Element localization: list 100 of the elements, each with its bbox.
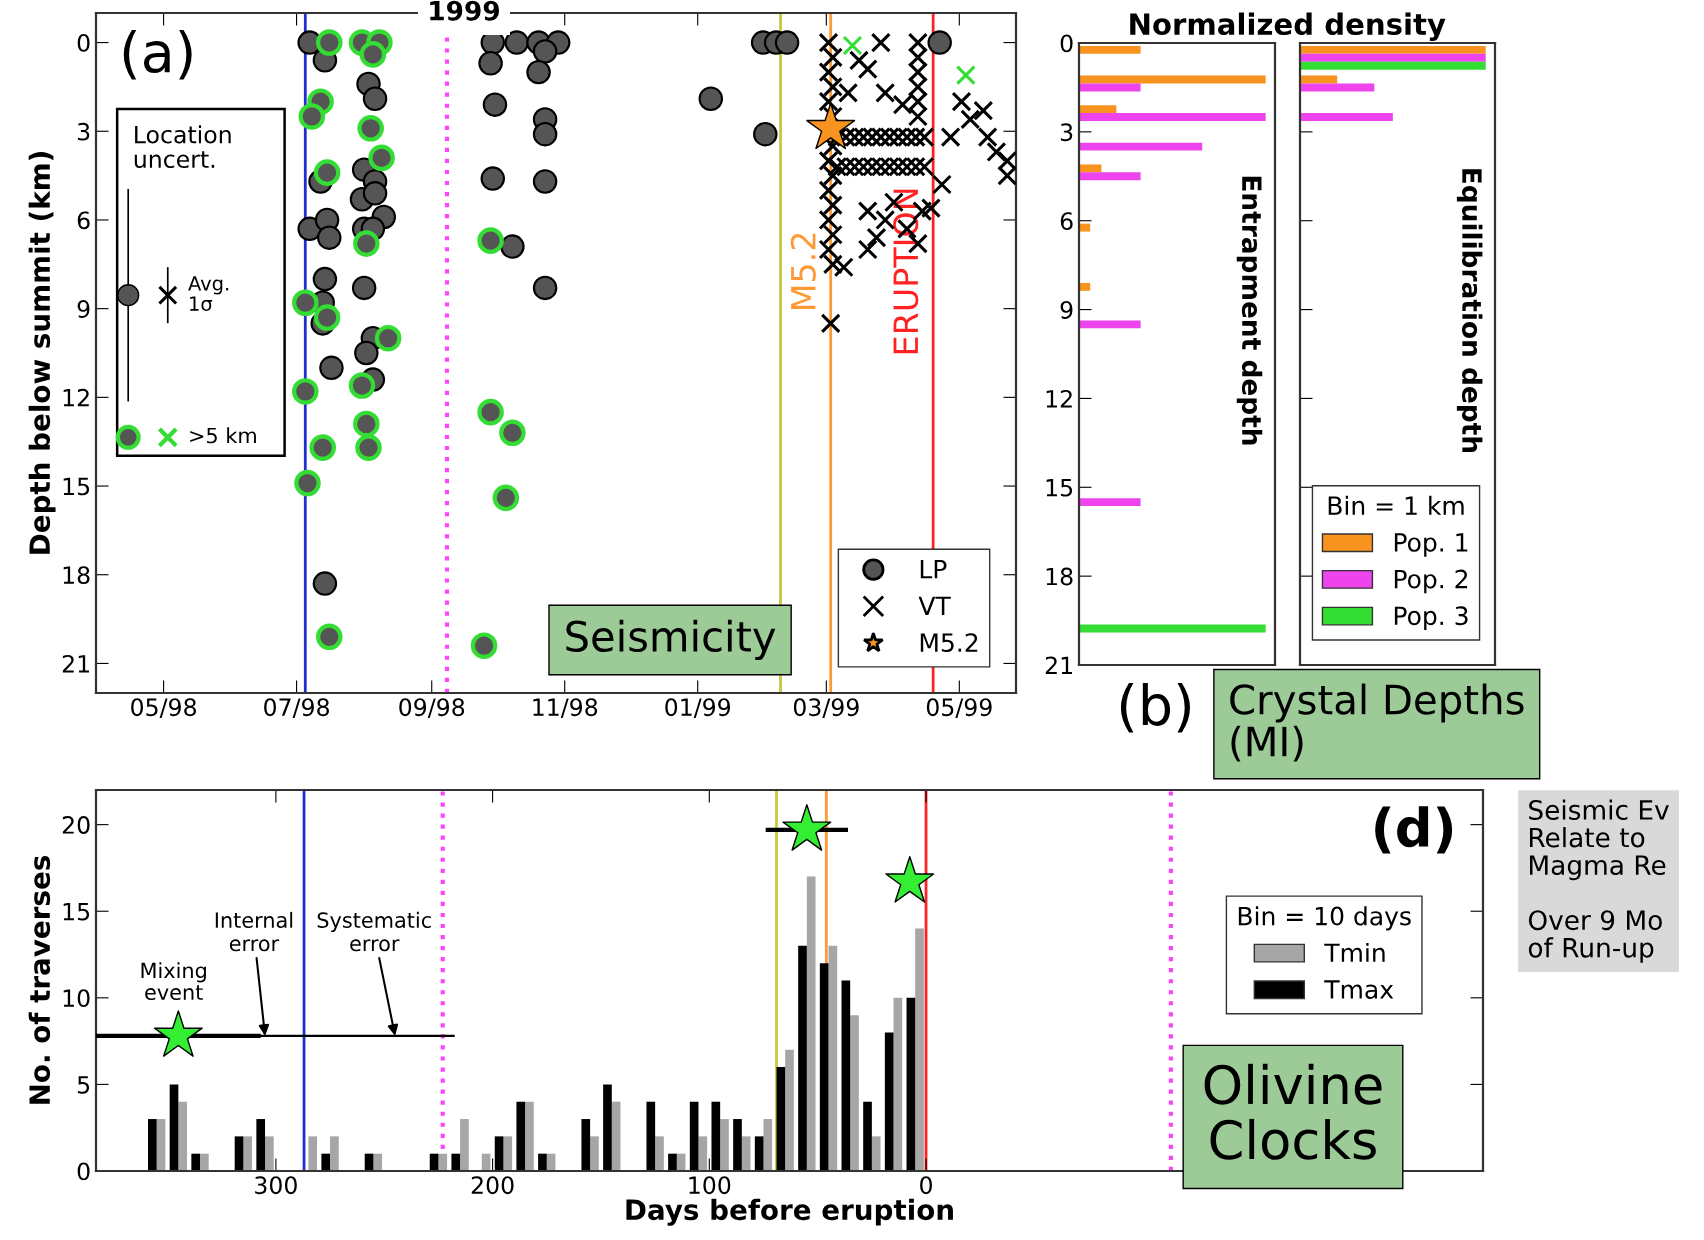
point bbox=[313, 159, 341, 186]
bar bbox=[698, 1136, 708, 1171]
ref-line-label: M5.2 bbox=[790, 233, 816, 310]
bar bbox=[330, 1136, 339, 1171]
legend-title: Bin = 1 km bbox=[1328, 495, 1464, 515]
point bbox=[355, 434, 382, 461]
y-tick-label: 15 bbox=[1046, 479, 1073, 497]
legend-label: Pop. 2 bbox=[1394, 569, 1468, 594]
y-tick-label: 15 bbox=[63, 477, 90, 496]
y-tick-label: 21 bbox=[62, 654, 89, 673]
point bbox=[312, 266, 338, 292]
point bbox=[500, 234, 525, 259]
point bbox=[354, 340, 379, 366]
point bbox=[313, 304, 341, 331]
bar bbox=[1079, 320, 1141, 329]
y-tick-label: 18 bbox=[1046, 567, 1073, 586]
bar bbox=[603, 1084, 612, 1171]
text: Crystal Depths (MI) bbox=[1230, 683, 1524, 762]
y-tick-label: 15 bbox=[63, 902, 90, 921]
point bbox=[374, 324, 402, 352]
point bbox=[312, 571, 338, 596]
bar bbox=[191, 1153, 201, 1171]
bar bbox=[871, 1136, 881, 1171]
bar bbox=[1079, 282, 1091, 291]
legend-label: VT bbox=[918, 596, 951, 616]
bar bbox=[1300, 45, 1486, 54]
y-tick-label: 0 bbox=[1060, 34, 1073, 53]
bar bbox=[785, 1049, 794, 1171]
point bbox=[309, 434, 337, 461]
annotation: Mixing event bbox=[141, 962, 206, 1001]
bar bbox=[525, 1101, 534, 1171]
point bbox=[482, 92, 508, 117]
bar bbox=[373, 1153, 383, 1171]
text: Seismic Ev Relate to Magma Re Over 9 Mo of Run-up bbox=[1528, 799, 1669, 963]
bar bbox=[516, 1101, 526, 1171]
bar bbox=[308, 1136, 318, 1171]
y-tick-label: 0 bbox=[77, 34, 90, 52]
point bbox=[532, 169, 558, 194]
bar bbox=[733, 1119, 742, 1171]
point bbox=[842, 35, 863, 56]
chart-title: Normalized density bbox=[1130, 12, 1446, 41]
point bbox=[698, 86, 724, 111]
point bbox=[477, 398, 504, 426]
bar bbox=[148, 1119, 157, 1171]
text: (b) bbox=[1120, 682, 1190, 733]
y-tick-label: 9 bbox=[1060, 301, 1073, 319]
bar bbox=[1079, 223, 1091, 232]
bar bbox=[321, 1153, 331, 1171]
annotation: (a) bbox=[123, 30, 192, 80]
x-tick-label: 07/98 bbox=[264, 698, 329, 718]
bar bbox=[655, 1136, 664, 1171]
y-tick-label: 10 bbox=[63, 989, 90, 1008]
bar bbox=[763, 1119, 773, 1171]
bar bbox=[451, 1153, 461, 1171]
bar bbox=[256, 1119, 266, 1171]
bar bbox=[156, 1119, 166, 1171]
bar bbox=[538, 1153, 547, 1171]
bar bbox=[850, 1015, 859, 1171]
bar bbox=[590, 1136, 599, 1171]
legend-label: Pop. 3 bbox=[1394, 606, 1468, 631]
bar bbox=[503, 1136, 513, 1171]
point bbox=[319, 355, 344, 381]
y-tick-label: 12 bbox=[63, 388, 89, 407]
bar bbox=[1079, 172, 1141, 181]
x-tick-label: 03/99 bbox=[793, 698, 859, 718]
point bbox=[298, 103, 326, 130]
legend-label: Pop. 1 bbox=[1394, 533, 1468, 557]
legend-label: Tmin bbox=[1324, 942, 1385, 962]
bar bbox=[169, 1084, 179, 1171]
y-tick-label: 0 bbox=[77, 1162, 90, 1181]
point bbox=[480, 166, 506, 191]
x-tick-label: 200 bbox=[471, 1176, 514, 1195]
point bbox=[504, 30, 529, 55]
bar bbox=[1079, 45, 1141, 54]
bar bbox=[178, 1101, 188, 1171]
annotation: Location uncert. bbox=[134, 125, 231, 169]
bar bbox=[438, 1153, 448, 1171]
bar bbox=[1300, 83, 1375, 92]
point bbox=[499, 419, 526, 447]
bar bbox=[1300, 53, 1486, 62]
bar bbox=[265, 1136, 274, 1171]
y-tick-label: 6 bbox=[1060, 212, 1073, 231]
bar bbox=[234, 1136, 244, 1171]
y-axis-title: Entrapment depth bbox=[1236, 176, 1263, 445]
y-axis-title: Equilibration depth bbox=[1456, 169, 1483, 453]
annotation: Avg. 1σ bbox=[188, 276, 229, 311]
bar bbox=[460, 1119, 469, 1171]
y-tick-label: 3 bbox=[1060, 123, 1073, 142]
y-tick-label: 20 bbox=[62, 816, 90, 834]
bar bbox=[646, 1101, 656, 1171]
bar bbox=[581, 1119, 591, 1171]
point bbox=[353, 230, 380, 257]
annotation: Seismicity bbox=[566, 619, 776, 661]
point bbox=[357, 115, 384, 142]
y-tick-label: 3 bbox=[77, 122, 90, 141]
x-axis-title: Days before eruption bbox=[626, 1198, 953, 1226]
point bbox=[753, 121, 778, 147]
annotation: Systematic error bbox=[317, 911, 431, 952]
point bbox=[315, 29, 343, 56]
point bbox=[353, 410, 380, 438]
